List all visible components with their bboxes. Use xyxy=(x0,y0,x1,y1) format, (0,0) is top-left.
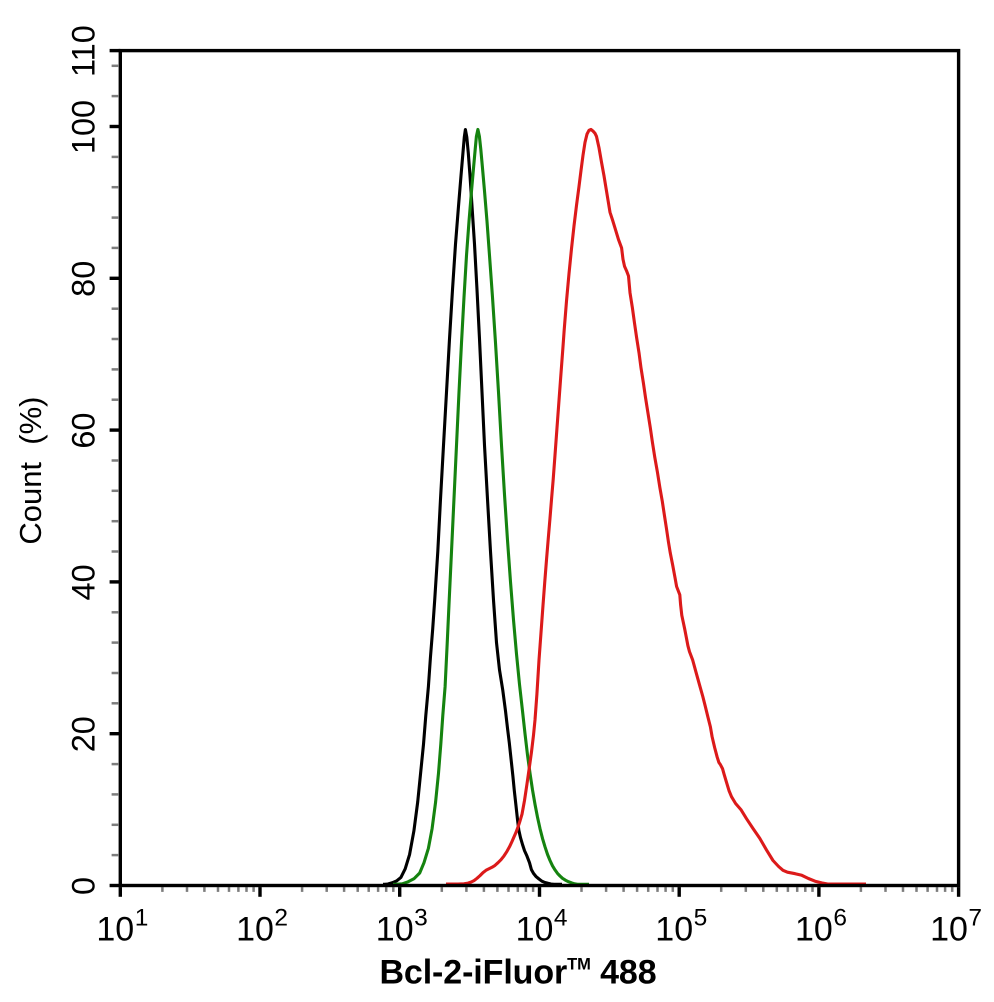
svg-text:20: 20 xyxy=(66,716,102,752)
svg-text:100: 100 xyxy=(66,100,102,154)
svg-text:80: 80 xyxy=(66,261,102,297)
svg-text:Count (%): Count (%) xyxy=(13,397,48,545)
svg-text:40: 40 xyxy=(66,564,102,600)
svg-text:106: 106 xyxy=(795,905,847,949)
svg-text:Bcl-2-iFluorTM 488: Bcl-2-iFluorTM 488 xyxy=(379,954,656,992)
svg-text:60: 60 xyxy=(66,413,102,449)
svg-text:0: 0 xyxy=(66,877,102,895)
svg-text:110: 110 xyxy=(66,25,102,77)
